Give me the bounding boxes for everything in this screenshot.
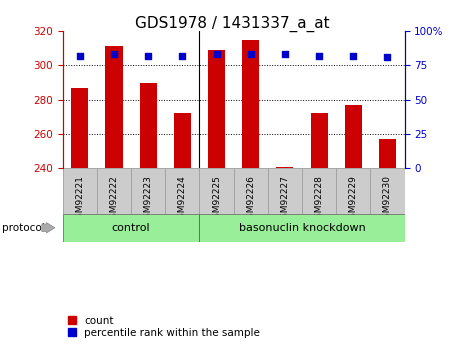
Point xyxy=(76,53,84,59)
Bar xyxy=(106,47,123,168)
Bar xyxy=(311,114,328,168)
Bar xyxy=(242,40,259,168)
Text: control: control xyxy=(112,223,151,233)
Bar xyxy=(302,168,336,214)
Text: GSM92223: GSM92223 xyxy=(144,175,153,224)
Bar xyxy=(71,88,88,168)
Text: GSM92221: GSM92221 xyxy=(75,175,84,224)
Text: GDS1978 / 1431337_a_at: GDS1978 / 1431337_a_at xyxy=(135,16,330,32)
Bar xyxy=(208,50,225,168)
Bar xyxy=(140,82,157,168)
Text: GSM92226: GSM92226 xyxy=(246,175,255,224)
Bar xyxy=(199,168,233,214)
Text: protocol: protocol xyxy=(2,223,45,233)
Point xyxy=(315,53,323,59)
Bar xyxy=(199,214,405,242)
Bar xyxy=(165,168,199,214)
Bar xyxy=(370,168,405,214)
Bar xyxy=(97,168,131,214)
Point xyxy=(247,52,254,57)
Legend: count, percentile rank within the sample: count, percentile rank within the sample xyxy=(66,314,262,340)
Point xyxy=(281,52,289,57)
Bar xyxy=(174,114,191,168)
Text: basonuclin knockdown: basonuclin knockdown xyxy=(239,223,365,233)
Text: GSM92222: GSM92222 xyxy=(110,175,119,224)
Point xyxy=(213,52,220,57)
Bar xyxy=(379,139,396,168)
Bar xyxy=(336,168,370,214)
Point xyxy=(145,53,152,59)
Text: GSM92227: GSM92227 xyxy=(280,175,289,224)
Text: GSM92225: GSM92225 xyxy=(212,175,221,224)
Point xyxy=(179,53,186,59)
Bar xyxy=(268,168,302,214)
Bar xyxy=(345,105,362,168)
Point xyxy=(384,55,391,60)
Text: GSM92228: GSM92228 xyxy=(315,175,324,224)
Bar xyxy=(233,168,268,214)
Text: GSM92230: GSM92230 xyxy=(383,175,392,224)
Text: GSM92229: GSM92229 xyxy=(349,175,358,224)
Bar xyxy=(276,167,293,168)
Point xyxy=(110,52,118,57)
Bar xyxy=(63,214,199,242)
Bar xyxy=(131,168,165,214)
Bar xyxy=(63,168,97,214)
Point xyxy=(350,53,357,59)
Text: GSM92224: GSM92224 xyxy=(178,175,187,224)
